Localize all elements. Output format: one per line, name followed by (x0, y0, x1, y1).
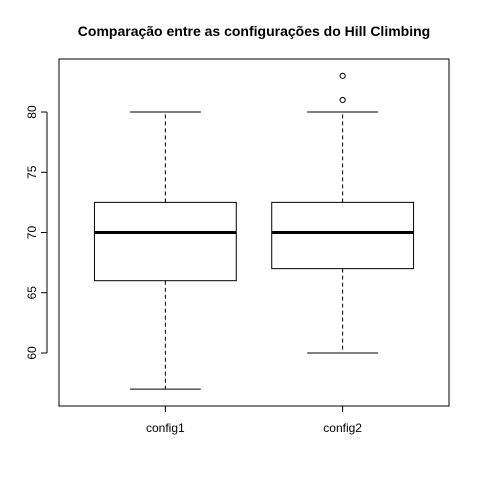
outlier-point (339, 96, 346, 104)
box-config1 (93, 111, 237, 390)
iqr-box (93, 201, 237, 282)
iqr-box (271, 201, 415, 270)
x-tick-label: config1 (146, 421, 185, 435)
box-config2 (271, 72, 415, 354)
y-tick-label: 75 (25, 165, 39, 179)
boxes-group (93, 72, 415, 390)
y-tick-label: 70 (25, 226, 39, 240)
outlier-point (339, 72, 346, 79)
y-tick-label: 80 (25, 105, 39, 119)
x-axis: config1 config2 (146, 405, 362, 435)
chart-title: Comparação entre as configurações do Hil… (78, 23, 430, 39)
y-tick-label: 60 (25, 346, 39, 360)
y-tick-label: 65 (25, 286, 39, 300)
y-axis: 60 65 70 75 80 (25, 105, 48, 360)
x-tick-label: config2 (323, 421, 362, 435)
